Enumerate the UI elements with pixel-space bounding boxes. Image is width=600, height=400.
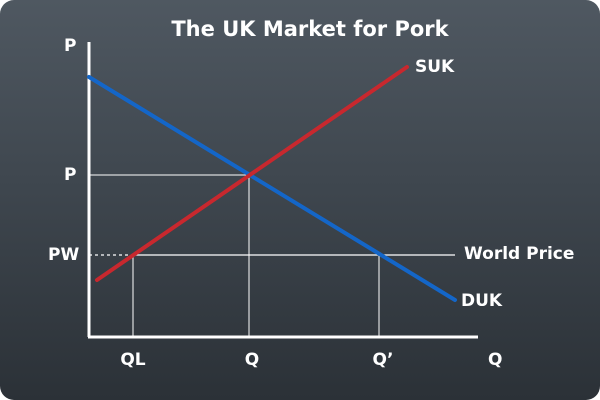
equilibrium-price-label: P — [64, 165, 76, 185]
supply-curve-label: SUK — [415, 57, 455, 77]
world-price-tick-label: PW — [48, 245, 79, 265]
y-axis-label: P — [64, 36, 76, 56]
diagram-title: The UK Market for Pork — [171, 17, 449, 41]
demand-curve-label: DUK — [461, 291, 503, 311]
world-price-label: World Price — [464, 244, 574, 264]
equilibrium-quantity-label: Q — [245, 350, 259, 370]
domestic-quantity-label: QL — [120, 350, 145, 370]
total-demand-quantity-label: Q’ — [373, 350, 394, 370]
x-axis-label: Q — [488, 350, 502, 370]
demand-curve — [87, 75, 457, 302]
supply-curve — [95, 65, 409, 282]
